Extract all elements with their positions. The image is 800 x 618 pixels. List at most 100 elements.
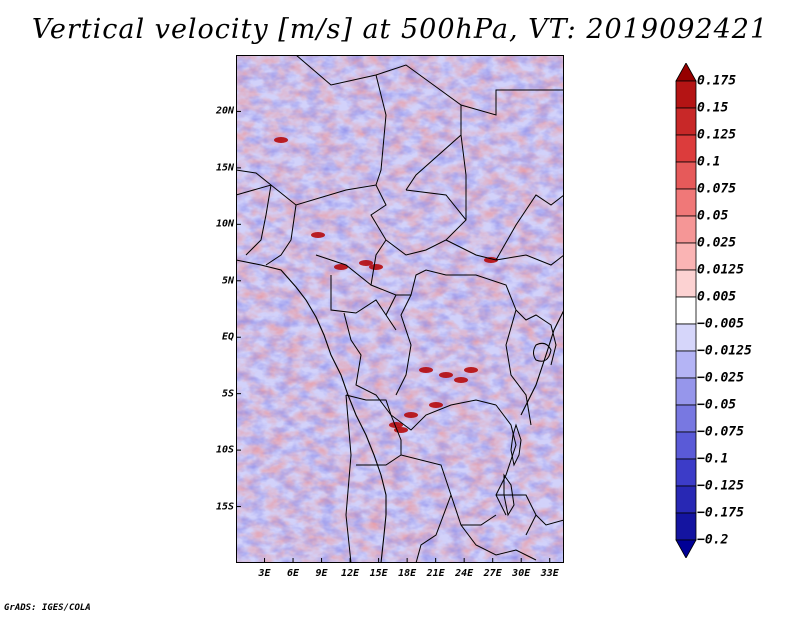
border-line (236, 169, 272, 186)
border-line (535, 514, 564, 526)
ascent-spot (454, 377, 468, 383)
colorbar-segment (675, 296, 697, 325)
map-title: Vertical velocity [m/s] at 500hPa, VT: 2… (31, 14, 769, 45)
colorbar-tick-label: 0.15 (697, 100, 729, 116)
latitude-tick-label: 15N (215, 162, 234, 174)
longitude-tick-label: 15E (369, 568, 388, 579)
colorbar-segment (675, 350, 697, 379)
colorbar-segment (675, 404, 697, 433)
ascent-spot (369, 264, 383, 270)
ascent-spot (274, 137, 288, 143)
lake-outline (510, 423, 522, 467)
latitude-tick-label: 15S (215, 501, 234, 513)
border-line (460, 134, 467, 220)
descent-field (236, 55, 564, 563)
border-line (265, 204, 297, 266)
colorbar-tick-label: −0.05 (697, 397, 737, 413)
map-border (236, 55, 564, 563)
longitude-tick-label: 33E (540, 568, 559, 579)
colorbar-tick-label: −0.0125 (697, 343, 752, 359)
colorbar-tick-label: 0.125 (697, 127, 737, 143)
colorbar-tick-label: −0.175 (697, 505, 744, 521)
coast-line (236, 259, 387, 563)
longitude-tick-label: 12E (341, 568, 360, 579)
colorbar-tick-label: 0.1 (697, 154, 721, 170)
colorbar-segment (675, 269, 697, 298)
colorbar-tick-label: 0.025 (697, 235, 737, 251)
border-line (495, 404, 517, 516)
coast-line (520, 309, 564, 416)
longitude-tick-label: 6E (287, 568, 300, 579)
colorbar-segment (675, 242, 697, 271)
colorbar-segment (675, 188, 697, 217)
border-line (375, 74, 387, 186)
border-line (496, 494, 537, 536)
colorbar-tick-label: −0.075 (697, 424, 744, 440)
border-line (370, 239, 397, 331)
border-line (460, 89, 564, 116)
border-line (295, 55, 462, 191)
ascent-spot (334, 264, 348, 270)
border-line (395, 294, 412, 396)
border-line (515, 309, 557, 366)
grads-credit: GrADS: IGES/COLA (4, 603, 91, 613)
border-line (461, 514, 497, 526)
border-line (505, 309, 532, 426)
ascent-spot (359, 260, 373, 266)
colorbar-tick-label: 0.005 (697, 289, 737, 305)
ascent-spot (419, 367, 433, 373)
colorbar-tick-label: −0.1 (697, 451, 729, 467)
colorbar-segment (675, 215, 697, 244)
lake-outline (503, 473, 515, 517)
border-line (445, 239, 564, 266)
ascent-spot (404, 412, 418, 418)
longitude-tick-label: 18E (398, 568, 417, 579)
colorbar-tick-label: −0.025 (697, 370, 744, 386)
ascent-spot (464, 367, 478, 373)
colorbar-segment (675, 323, 697, 352)
colorbar-tick-label: −0.005 (697, 316, 744, 332)
country-borders (236, 55, 564, 563)
strong-ascent-spots (274, 137, 498, 433)
latitude-tick-label: EQ (221, 331, 234, 343)
colorbar-segment (675, 485, 697, 514)
latitude-tick-label: 20N (215, 105, 234, 117)
border-line (356, 454, 402, 466)
colorbar-tick-label: 0.175 (697, 73, 737, 89)
colorbar-segment (675, 431, 697, 460)
ascent-spot (389, 422, 403, 428)
colorbar-top-arrow (675, 63, 697, 82)
longitude-tick-label: 9E (315, 568, 328, 579)
border-line (343, 312, 392, 416)
coastline (236, 259, 564, 563)
longitude-tick-label: 30E (512, 568, 531, 579)
border-line (495, 194, 564, 261)
vertical-velocity-map (236, 55, 564, 563)
color-scale-bar (675, 63, 697, 558)
border-line (396, 269, 517, 311)
border-line (345, 394, 352, 563)
latitude-tick-label: 5S (221, 388, 234, 400)
colorbar-tick-label: −0.2 (697, 532, 729, 548)
border-line (415, 494, 452, 563)
colorbar-segment (675, 458, 697, 487)
border-line (390, 414, 537, 561)
border-line (330, 275, 387, 316)
border-line (345, 394, 497, 431)
colorbar-segment (675, 80, 697, 109)
longitude-tick-label: 24E (455, 568, 474, 579)
border-line (315, 254, 372, 286)
border-line (236, 184, 387, 241)
ascent-spot (429, 402, 443, 408)
colorbar-tick-label: 0.075 (697, 181, 737, 197)
longitude-tick-label: 21E (426, 568, 445, 579)
colorbar-segment (675, 377, 697, 406)
colorbar-segment (675, 512, 697, 541)
colorbar-segment (675, 107, 697, 136)
colorbar-tick-label: −0.125 (697, 478, 744, 494)
colorbar-tick-label: 0.0125 (697, 262, 744, 278)
colorbar-segment (675, 134, 697, 163)
ascent-spot (484, 257, 498, 263)
latitude-tick-label: 5N (221, 275, 234, 287)
longitude-tick-label: 27E (483, 568, 502, 579)
